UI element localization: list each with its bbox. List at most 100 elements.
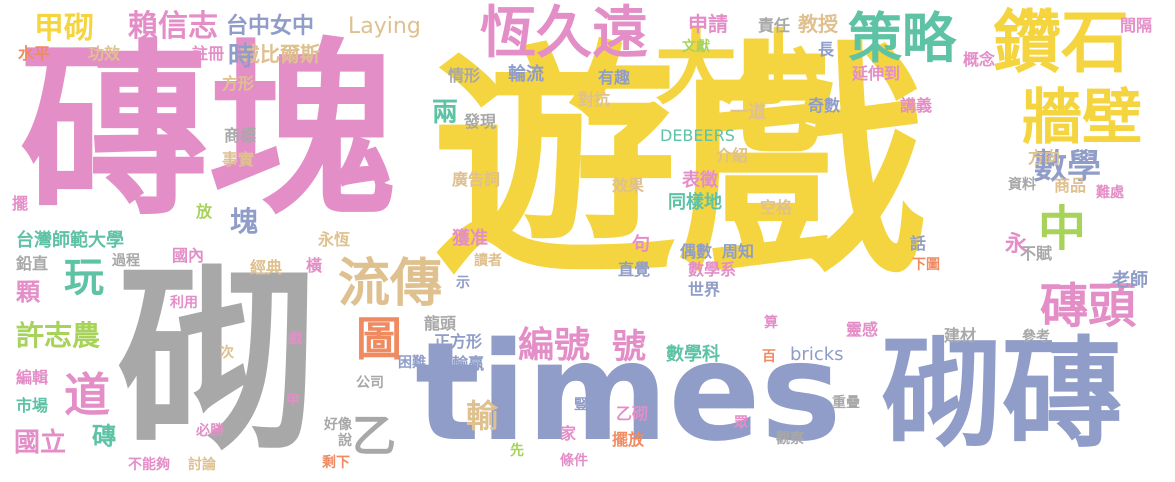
word-ci: 次 xyxy=(220,345,234,361)
word-qiangbi: 牆壁 xyxy=(1022,83,1142,153)
word-tiaojian: 條件 xyxy=(560,453,588,469)
word-nanchu: 難處 xyxy=(1096,185,1124,201)
word-taiwanshida: 台灣師範大學 xyxy=(16,230,124,251)
word-duikang: 對抗 xyxy=(578,90,611,109)
word-oushu: 偶數 xyxy=(680,242,713,261)
word-ke: 顆 xyxy=(16,278,40,306)
word-yanshendao: 延伸到 xyxy=(852,64,901,83)
word-kongge: 空格 xyxy=(760,198,793,217)
word-qishu: 奇數 xyxy=(808,96,841,115)
word-zhong2: 眾 xyxy=(734,415,748,431)
word-bai2: 百 xyxy=(762,349,776,365)
word-shuchang: 市場 xyxy=(16,396,49,415)
word-dao: 道 xyxy=(64,368,110,422)
word-liyong: 利用 xyxy=(170,295,198,311)
word-daibiersi: 戴比爾斯 xyxy=(240,42,320,66)
word-tu: 圖 xyxy=(356,312,402,366)
word-wenxian: 文獻 xyxy=(682,39,710,55)
word-suan: 算 xyxy=(764,315,778,331)
word-yi: 乙 xyxy=(352,411,396,462)
word-bricks: bricks xyxy=(790,344,844,365)
word-bianji: 編輯 xyxy=(16,368,49,387)
word-laixinzhi: 賴信志 xyxy=(128,9,218,44)
word-bisheng: 必勝 xyxy=(196,423,224,439)
word-fangxing: 方形 xyxy=(222,74,255,93)
word-jia2: 家 xyxy=(560,424,577,443)
word-bianhao: 編號 xyxy=(518,325,591,366)
word-zhang: 長 xyxy=(818,40,835,59)
word-shi: 時 xyxy=(228,42,255,72)
word-qi: 砌 xyxy=(118,245,319,478)
word-bai: 擺 xyxy=(12,194,29,213)
word-zhuantou: 磚頭 xyxy=(1040,278,1137,334)
word-shishi: 事實 xyxy=(222,150,255,169)
word-daxiao: 大小 xyxy=(655,21,820,116)
word-zhuankuai: 磚塊 xyxy=(20,22,396,241)
word-guocheng: 過程 xyxy=(112,253,140,269)
word-qizhuan: 砌磚 xyxy=(882,325,1122,464)
word-jingdian: 經典 xyxy=(250,258,283,277)
word-zhong: 中 xyxy=(1038,201,1087,257)
word-shijie: 世界 xyxy=(688,280,721,299)
word-youqu: 有趣 xyxy=(598,68,631,87)
word-zeren: 責任 xyxy=(758,16,791,35)
word-wan: 玩 xyxy=(64,255,104,301)
word-lunliu: 輪流 xyxy=(508,64,544,85)
word-debeers: DEBEERS xyxy=(660,126,735,145)
word-taolun: 討論 xyxy=(188,457,216,473)
word-shuying: 輸贏 xyxy=(452,354,485,373)
word-liuchuan: 流傳 xyxy=(338,254,443,314)
word-liang: 兩 xyxy=(432,98,459,128)
word-faxian: 發現 xyxy=(464,112,497,131)
word-zhuce: 註冊 xyxy=(192,44,225,63)
word-haoxiang: 好像 xyxy=(324,417,352,433)
word-biaozheng: 表徵 xyxy=(682,170,718,191)
word-xuzhinong: 許志農 xyxy=(16,319,101,352)
word-chongdie: 重疊 xyxy=(832,395,860,411)
word-xiaoguo: 效果 xyxy=(612,176,645,195)
word-heng: 橫 xyxy=(306,256,323,275)
word-shenqing: 申請 xyxy=(688,12,728,36)
word-bunenggou: 不能夠 xyxy=(128,457,170,473)
word-shu2: 豎 xyxy=(574,397,588,413)
word-celue: 策略 xyxy=(848,7,956,70)
word-ziliao: 資料 xyxy=(1008,177,1036,193)
word-longtou: 龍頭 xyxy=(424,314,457,333)
word-xian: 先 xyxy=(510,443,524,459)
word-gainian: 概念 xyxy=(963,50,996,69)
word-fang: 放 xyxy=(196,202,213,221)
word-shuxue: 數學 xyxy=(1033,147,1101,187)
word-kunnan: 困難 xyxy=(398,355,426,371)
word-laying: Laying xyxy=(348,14,421,39)
word-shuiping: 水平 xyxy=(18,44,51,63)
word-bufu: 不賦 xyxy=(1020,244,1053,263)
word-gongsi: 公司 xyxy=(356,375,384,391)
word-jiancai: 建材 xyxy=(944,326,977,345)
word-fangxiang: 方向 xyxy=(1028,148,1061,167)
word-guanggaoci: 廣告詞 xyxy=(452,170,501,189)
word-hengjiuyuan: 恆久遠 xyxy=(480,1,648,66)
word-laoshi: 老師 xyxy=(1112,270,1148,291)
word-jiange: 間隔 xyxy=(1120,16,1153,35)
word-jiangyi: 講義 xyxy=(900,96,933,115)
word-guonei: 國內 xyxy=(172,246,205,265)
word-shi2: 示 xyxy=(456,275,470,291)
word-yong: 永 xyxy=(1005,232,1028,257)
word-zhuan: 磚 xyxy=(92,422,116,450)
word-zhouzhi: 周知 xyxy=(722,242,755,261)
word-baifang: 擺放 xyxy=(612,430,645,449)
word-duzhe: 讀者 xyxy=(474,253,502,269)
word-gongxiao: 功效 xyxy=(88,44,121,63)
word-yiqi: 乙砌 xyxy=(616,404,649,423)
word-zhijue: 直覺 xyxy=(618,260,651,279)
word-qianzhi: 鉛直 xyxy=(16,254,49,273)
word-xi: 戲 xyxy=(288,331,302,347)
word-taizhongnvzhong: 台中女中 xyxy=(226,14,315,39)
word-kuai: 塊 xyxy=(230,205,259,238)
word-hua: 話 xyxy=(910,234,927,253)
word-jia: 甲 xyxy=(286,393,300,409)
word-shangbiao: 商標 xyxy=(224,126,257,145)
word-shangpin: 商品 xyxy=(1054,176,1087,195)
word-xiatu: 下圖 xyxy=(912,257,940,273)
